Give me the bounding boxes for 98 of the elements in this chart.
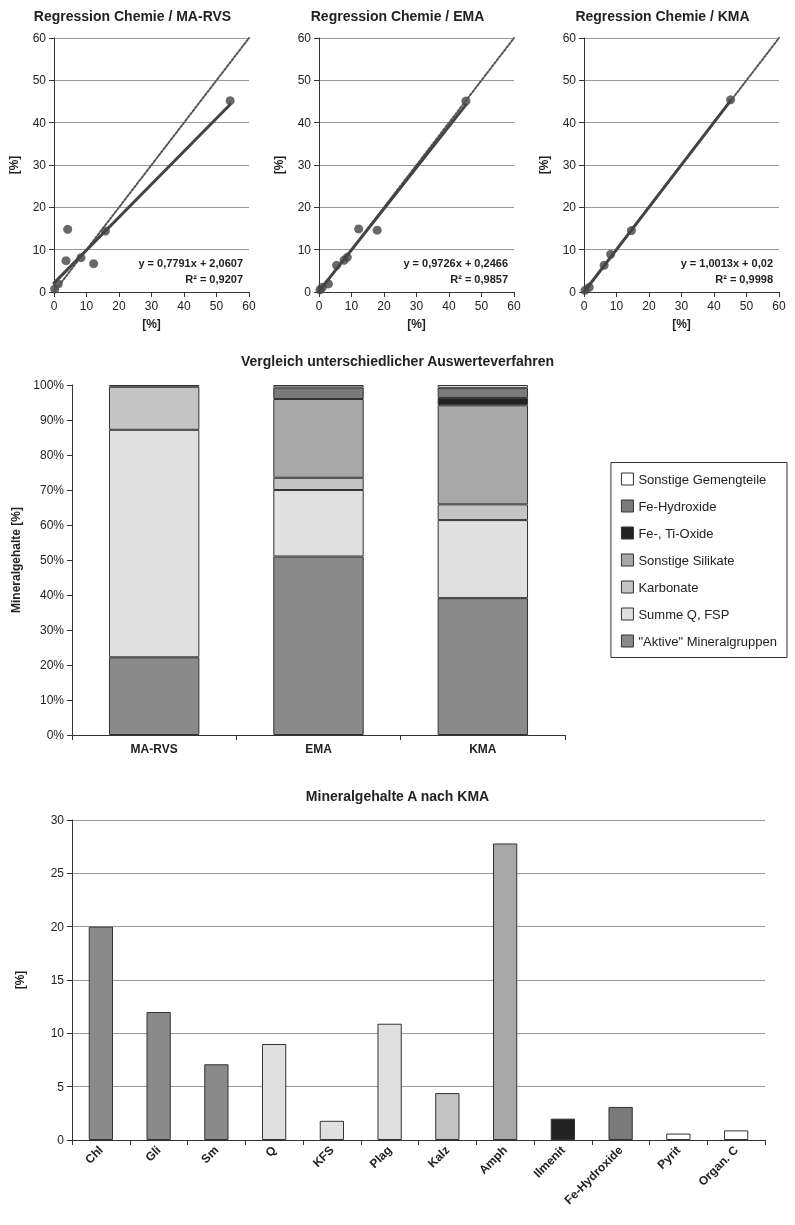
y-tick-label: 40 — [297, 115, 312, 130]
x-tick-label: Q — [262, 1143, 280, 1160]
point — [225, 96, 235, 106]
x-tick-label: Chl — [82, 1143, 106, 1167]
x-tick-label: 40 — [442, 299, 456, 313]
y-tick-label: 0 — [569, 285, 577, 299]
y-axis-title: [%] — [272, 155, 286, 175]
y-tick-label: 30 — [562, 158, 577, 172]
y-tick-label: 70% — [39, 483, 65, 497]
annotation: y = 0,7791x + 2,0607 — [138, 256, 244, 269]
x-tick-label: 30 — [674, 299, 689, 313]
annotation: y = 1,0013x + 0,02 — [680, 256, 774, 269]
y-tick-label: 50 — [562, 73, 577, 88]
y-tick-label: 90% — [39, 413, 65, 427]
y-tick-label: 10% — [39, 693, 65, 707]
x-tick-label: EMA — [305, 742, 333, 756]
annotation: R² = 0,9207 — [185, 272, 244, 285]
y-tick-label: 20% — [39, 658, 65, 672]
y-tick-label: 10 — [50, 1026, 65, 1041]
x-tick-label: 50 — [739, 299, 754, 313]
point — [372, 225, 382, 235]
y-tick-label: 50 — [32, 73, 47, 88]
legend-label: Fe-, Ti-Oxide — [638, 525, 714, 541]
annotation: y = 0,9726x + 0,2466 — [403, 256, 509, 269]
annotation: R² = 0,9857 — [450, 272, 509, 285]
legend-label: Sonstige Silikate — [638, 552, 735, 568]
point — [354, 224, 364, 234]
point — [61, 256, 71, 266]
y-tick-label: 40% — [39, 588, 65, 602]
y-tick-label: 0 — [39, 285, 47, 299]
y-tick-label: 5 — [57, 1079, 65, 1094]
chart-title: Mineralgehalte A nach KMA — [305, 788, 490, 804]
y-axis-title: [%] — [13, 970, 27, 990]
chart-title: Regression Chemie / KMA — [575, 8, 750, 24]
legend-label: Sonstige Gemengteile — [638, 471, 767, 487]
y-tick-label: 30 — [32, 158, 47, 172]
y-tick-label: 10 — [32, 242, 47, 257]
y-tick-label: 40 — [562, 115, 577, 130]
x-tick-label: 20 — [112, 299, 126, 313]
x-tick-label: Gli — [142, 1143, 164, 1165]
x-tick-label: 30 — [409, 299, 424, 313]
y-axis-title: [%] — [7, 155, 21, 175]
y-tick-label: 10 — [297, 242, 312, 257]
y-tick-label: 20 — [32, 200, 47, 215]
y-tick-label: 25 — [50, 866, 65, 881]
legend-label: "Aktive" Mineralgruppen — [638, 633, 777, 649]
y-tick-label: 20 — [562, 200, 577, 215]
chart-title: Regression Chemie / MA-RVS — [33, 8, 232, 24]
x-tick-label: 40 — [707, 299, 721, 313]
y-tick-label: 0% — [46, 728, 65, 742]
x-tick-label: KMA — [469, 742, 497, 756]
x-tick-label: 10 — [79, 299, 94, 313]
x-tick-label: 50 — [209, 299, 224, 313]
y-tick-label: 0 — [57, 1133, 65, 1147]
annotation: R² = 0,9998 — [715, 272, 774, 285]
x-tick-label: 10 — [344, 299, 359, 313]
x-tick-label: Sm — [198, 1143, 222, 1167]
y-tick-label: 10 — [562, 242, 577, 257]
y-axis-title: Mineralgehalte [%] — [9, 506, 24, 614]
y-tick-label: 30 — [297, 158, 312, 172]
x-axis-title: [%] — [672, 317, 691, 331]
x-tick-label: 0 — [315, 299, 323, 313]
y-tick-label: 60 — [562, 31, 577, 45]
legend-label: Summe Q, FSP — [638, 606, 730, 622]
x-axis-title: [%] — [142, 317, 161, 331]
y-tick-label: 20 — [50, 919, 65, 934]
y-tick-label: 30 — [50, 813, 65, 827]
y-tick-label: 60% — [39, 518, 65, 532]
y-tick-label: 60 — [297, 31, 312, 45]
y-tick-label: 80% — [39, 448, 65, 462]
x-tick-label: 60 — [772, 299, 786, 313]
y-axis-title: [%] — [537, 155, 551, 175]
y-tick-label: 40 — [32, 115, 47, 130]
legend-label: Karbonate — [638, 579, 699, 595]
y-tick-label: 60 — [32, 31, 47, 45]
x-tick-label: 10 — [609, 299, 624, 313]
x-tick-label: 60 — [242, 299, 256, 313]
y-tick-label: 15 — [50, 973, 65, 987]
x-tick-label: 50 — [474, 299, 489, 313]
x-tick-label: 0 — [580, 299, 588, 313]
point — [63, 224, 73, 234]
y-tick-label: 50 — [297, 73, 312, 88]
x-tick-label: 20 — [377, 299, 391, 313]
point — [89, 259, 99, 269]
x-tick-label: 60 — [507, 299, 521, 313]
chart-title: Regression Chemie / EMA — [310, 8, 485, 24]
chart-title: Vergleich unterschiedlicher Auswerteverfahren — [240, 353, 555, 369]
x-tick-label: 20 — [642, 299, 656, 313]
x-tick-label: 30 — [144, 299, 159, 313]
legend-label: Fe-Hydroxide — [638, 498, 717, 514]
x-axis-title: [%] — [407, 317, 426, 331]
y-tick-label: 20 — [297, 200, 312, 215]
x-tick-label: 40 — [177, 299, 191, 313]
y-tick-label: 0 — [304, 285, 312, 299]
y-tick-label: 50% — [39, 553, 65, 567]
y-tick-label: 100% — [33, 378, 65, 392]
x-tick-label: MA-RVS — [130, 742, 178, 756]
y-tick-label: 30% — [39, 623, 65, 637]
